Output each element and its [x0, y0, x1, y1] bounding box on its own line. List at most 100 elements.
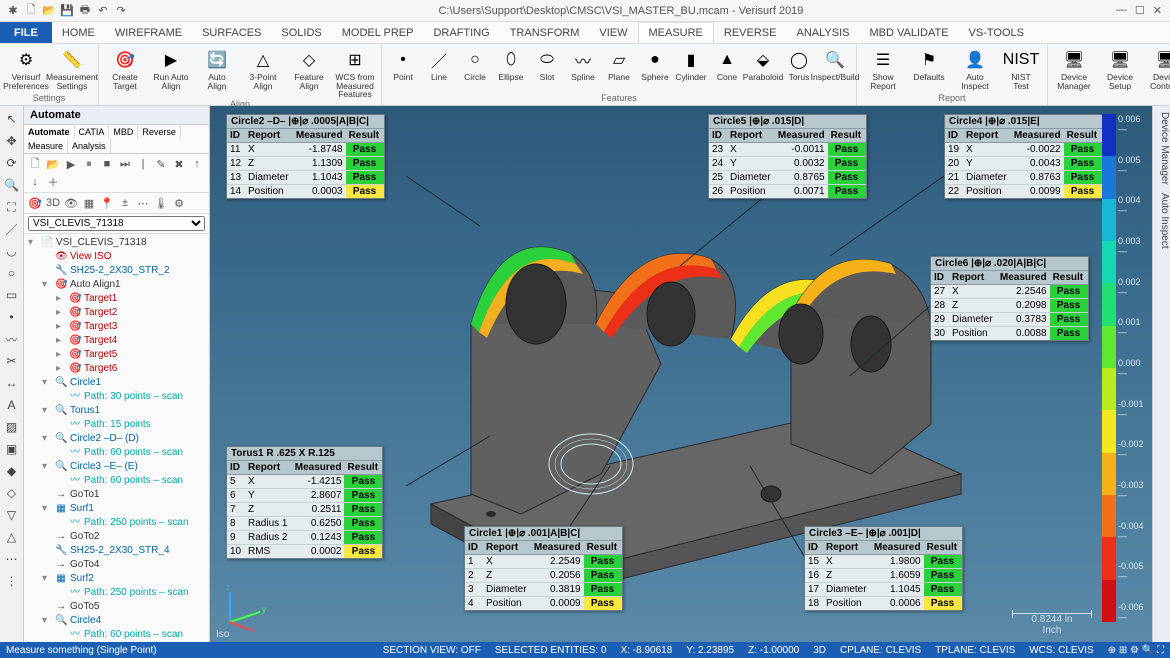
viewport-3d[interactable]: Circle2 –D– |⊕|⌀ .0005|A|B|C| IDReportMe…	[210, 106, 1152, 642]
tool-select-icon[interactable]: ↖	[3, 110, 21, 128]
tool-solid-icon[interactable]: ▣	[3, 440, 21, 458]
panel-tab-mbd[interactable]: MBD	[109, 125, 138, 139]
ribbon-btn-run-auto[interactable]: ▶Run Auto Align	[151, 46, 191, 90]
tree-node[interactable]: ▾🎯Auto Align1	[24, 278, 209, 292]
tree-expander-icon[interactable]: ▾	[28, 236, 38, 250]
panel-step-icon[interactable]: ⏭	[117, 156, 133, 172]
panel-stop-icon[interactable]: ■	[99, 156, 115, 172]
tree-expander-icon[interactable]: ▸	[56, 362, 66, 376]
tree-node[interactable]: 〰Path: 15 points	[24, 418, 209, 432]
tree-expander-icon[interactable]: ▸	[56, 292, 66, 306]
tree-node[interactable]: ▾▦Surf1	[24, 502, 209, 516]
tree-node[interactable]: ▸🎯Target4	[24, 334, 209, 348]
panel-tab-reverse[interactable]: Reverse	[138, 125, 181, 139]
measurement-callout[interactable]: Circle6 |⊕|⌀ .020|A|B|C| IDReportMeasure…	[930, 256, 1089, 341]
panel-new-icon[interactable]: 🗋	[27, 156, 43, 172]
panel-more2-icon[interactable]: ⋯	[135, 195, 151, 211]
tree-node[interactable]: 〰Path: 250 points – scan	[24, 586, 209, 600]
ribbon-btn-defaults[interactable]: ⚑Defaults	[909, 46, 949, 82]
ribbon-btn-device[interactable]: 🖥Device Controls	[1146, 46, 1170, 90]
ribbon-btn-point[interactable]: •Point	[388, 46, 418, 82]
tree-node[interactable]: 〰Path: 60 points – scan	[24, 446, 209, 460]
tree-node[interactable]: ▸🎯Target2	[24, 306, 209, 320]
part-dropdown[interactable]: VSI_CLEVIS_71318	[28, 216, 205, 231]
tree-node[interactable]: ▾📄VSI_CLEVIS_71318	[24, 236, 209, 250]
tree-node[interactable]: ▾🔍Circle3 –E– (E)	[24, 460, 209, 474]
ribbon-btn-spline[interactable]: 〰Spline	[568, 46, 598, 82]
tree-node[interactable]: 〰Path: 30 points – scan	[24, 390, 209, 404]
panel-gear-icon[interactable]: ⚙	[171, 195, 187, 211]
tool-arc-icon[interactable]: ◡	[3, 242, 21, 260]
tab-model-prep[interactable]: MODEL PREP	[332, 22, 424, 43]
ribbon-btn-measurement[interactable]: 📏Measurement Settings	[52, 46, 92, 90]
measurement-callout[interactable]: Circle1 |⊕|⌀ .001|A|B|C| IDReportMeasure…	[464, 526, 623, 611]
tree-node[interactable]: 〰Path: 60 points – scan	[24, 628, 209, 642]
measurement-callout[interactable]: Circle4 |⊕|⌀ .015|E| IDReportMeasuredRes…	[944, 114, 1103, 199]
plan-tree[interactable]: ▾📄VSI_CLEVIS_71318👁View ISO🔧SH25-2_2X30_…	[24, 234, 209, 642]
tool-rect-icon[interactable]: ▭	[3, 286, 21, 304]
tool-dim-icon[interactable]: ↔	[3, 374, 21, 392]
tab-view[interactable]: VIEW	[589, 22, 637, 43]
tree-expander-icon[interactable]: ▸	[56, 320, 66, 334]
qat-print-icon[interactable]: 🖶	[78, 4, 92, 18]
tab-reverse[interactable]: REVERSE	[714, 22, 787, 43]
tree-expander-icon[interactable]: ▾	[42, 572, 52, 586]
maximize-button[interactable]: ☐	[1135, 4, 1145, 17]
ribbon-btn-circle[interactable]: ○Circle	[460, 46, 490, 82]
tool-trim-icon[interactable]: ✂	[3, 352, 21, 370]
panel-tab-measure[interactable]: Measure	[24, 139, 68, 153]
measurement-callout[interactable]: Circle3 –E– |⊕|⌀ .001|D| IDReportMeasure…	[804, 526, 963, 611]
ribbon-btn-nist[interactable]: NISTNIST Test	[1001, 46, 1041, 90]
tool-more-icon[interactable]: ⋮	[3, 572, 21, 590]
status-wcs[interactable]: WCS: CLEVIS	[1029, 645, 1093, 656]
ribbon-btn-plane[interactable]: ▱Plane	[604, 46, 634, 82]
ribbon-btn-verisurf[interactable]: ⚙Verisurf Preferences	[6, 46, 46, 90]
qat-new-icon[interactable]: 🗋	[24, 4, 38, 18]
ribbon-btn-feature[interactable]: ◇Feature Align	[289, 46, 329, 90]
qat-open-icon[interactable]: 📂	[42, 4, 56, 18]
measurement-callout[interactable]: Torus1 R .625 X R.125 IDReportMeasuredRe…	[226, 446, 383, 559]
qat-redo-icon[interactable]: ↷	[114, 4, 128, 18]
panel-up-icon[interactable]: ↑	[189, 156, 205, 172]
ribbon-btn-auto[interactable]: 👤Auto Inspect	[955, 46, 995, 90]
tree-node[interactable]: 🔧SH25-2_2X30_STR_4	[24, 544, 209, 558]
tool-zoom-icon[interactable]: 🔍	[3, 176, 21, 194]
tree-node[interactable]: ▸🎯Target6	[24, 362, 209, 376]
tree-expander-icon[interactable]: ▾	[42, 460, 52, 474]
panel-open-icon[interactable]: 📂	[45, 156, 61, 172]
tree-node[interactable]: ▾▦Surf2	[24, 572, 209, 586]
tree-node[interactable]: →GoTo4	[24, 558, 209, 572]
tab-transform[interactable]: TRANSFORM	[500, 22, 590, 43]
panel-pause-icon[interactable]: ⏸	[81, 156, 97, 172]
tree-expander-icon[interactable]: ▾	[42, 404, 52, 418]
status-section-view[interactable]: SECTION VIEW: OFF	[383, 645, 481, 656]
tree-node[interactable]: ▾🔍Circle4	[24, 614, 209, 628]
qat-undo-icon[interactable]: ↶	[96, 4, 110, 18]
right-tab-device-manager[interactable]: Device Manager	[1153, 112, 1170, 185]
tab-home[interactable]: HOME	[52, 22, 105, 43]
tree-node[interactable]: ▾🔍Circle1	[24, 376, 209, 390]
qat-save-icon[interactable]: 💾	[60, 4, 74, 18]
ribbon-btn-cylinder[interactable]: ▮Cylinder	[676, 46, 706, 82]
panel-tab-catia[interactable]: CATIA	[75, 125, 110, 139]
panel-grid-icon[interactable]: ▦	[81, 195, 97, 211]
ribbon-btn-create[interactable]: 🎯Create Target	[105, 46, 145, 90]
ribbon-btn-torus[interactable]: ◯Torus	[784, 46, 814, 82]
tool-misc2-icon[interactable]: ◇	[3, 484, 21, 502]
tree-expander-icon[interactable]: ▾	[42, 376, 52, 390]
panel-target-icon[interactable]: 🎯	[27, 195, 43, 211]
tool-circle-icon[interactable]: ○	[3, 264, 21, 282]
right-tab-auto-inspect[interactable]: Auto Inspect	[1153, 193, 1170, 249]
status-tplane[interactable]: TPLANE: CLEVIS	[935, 645, 1015, 656]
tree-expander-icon[interactable]: ▾	[42, 614, 52, 628]
tool-misc1-icon[interactable]: ◆	[3, 462, 21, 480]
tree-node[interactable]: →GoTo2	[24, 530, 209, 544]
panel-play-icon[interactable]: ▶	[63, 156, 79, 172]
ribbon-btn-device[interactable]: 🖥Device Manager	[1054, 46, 1094, 90]
measurement-callout[interactable]: Circle2 –D– |⊕|⌀ .0005|A|B|C| IDReportMe…	[226, 114, 385, 199]
tab-solids[interactable]: SOLIDS	[271, 22, 331, 43]
tree-expander-icon[interactable]: ▸	[56, 306, 66, 320]
tree-expander-icon[interactable]: ▸	[56, 348, 66, 362]
panel-edit-icon[interactable]: ✎	[153, 156, 169, 172]
ribbon-btn-device[interactable]: 🖥Device Setup	[1100, 46, 1140, 90]
